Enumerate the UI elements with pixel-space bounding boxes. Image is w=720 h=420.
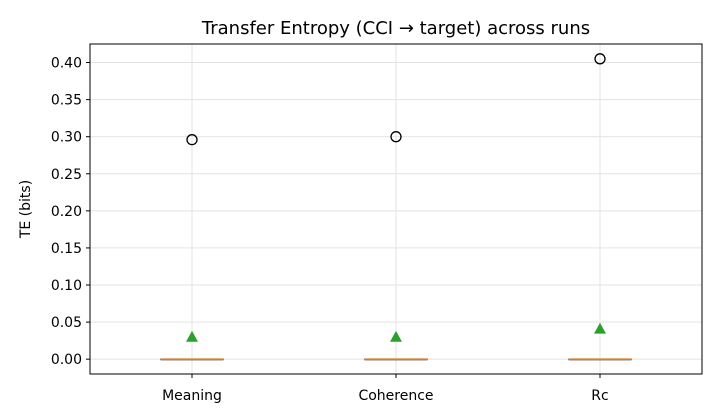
mean-marker <box>390 330 402 342</box>
outlier-point <box>186 134 198 146</box>
box-group-coherence <box>364 131 428 361</box>
box-group-meaning <box>160 134 224 361</box>
ticks-layer: 0.00 0.05 0.10 0.15 0.20 0.25 0.30 0.35 0.40 Mean… <box>51 56 609 404</box>
outlier-point <box>390 131 402 143</box>
mean-marker <box>186 330 198 342</box>
x-tick-label: Coherence <box>358 388 433 404</box>
boxes-layer <box>160 53 632 361</box>
y-tick-label: 0.40 <box>51 56 82 72</box>
y-tick-label: 0.05 <box>51 315 82 331</box>
x-tick-label: Meaning <box>162 388 222 404</box>
mean-marker <box>594 322 606 334</box>
y-tick-label: 0.10 <box>51 278 82 294</box>
y-tick-label: 0.15 <box>51 241 82 257</box>
outlier-point <box>594 53 606 65</box>
y-tick-label: 0.00 <box>51 352 82 368</box>
grid-lines <box>90 44 702 374</box>
y-tick-label: 0.30 <box>51 130 82 146</box>
y-tick-label: 0.20 <box>51 204 82 220</box>
chart-title: Transfer Entropy (CCI → target) across r… <box>201 18 590 39</box>
x-tick-label: Rc <box>591 388 608 404</box>
box-group-rc <box>568 53 632 361</box>
y-axis-label: TE (bits) <box>18 180 34 239</box>
y-tick-label: 0.35 <box>51 93 82 109</box>
y-tick-label: 0.25 <box>51 167 82 183</box>
